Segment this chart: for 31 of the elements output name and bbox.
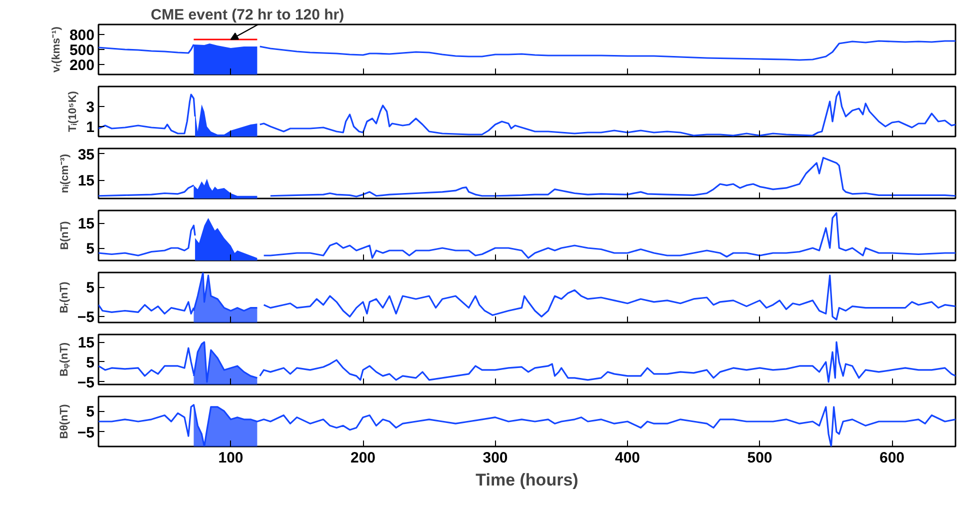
y-tick-label: −5	[77, 374, 95, 392]
x-tick-label: 100	[218, 450, 244, 466]
y-tick-label: 5	[86, 280, 94, 297]
y-axis-title: Bθ(nT)	[58, 404, 70, 439]
y-axis-title: Tᵢ(10⁵K)	[67, 90, 80, 132]
x-tick-label: 300	[482, 450, 508, 466]
x-axis-title: Time (hours)	[476, 470, 578, 490]
y-axis-title: vᵣ(kms⁻¹)	[50, 26, 62, 72]
y-tick-label: 35	[78, 146, 95, 164]
y-axis-title: Bᵩ(nT)	[58, 342, 70, 376]
annotation: CME event (72 hr to 120 hr)	[150, 6, 344, 24]
x-tick-label: 400	[615, 450, 640, 466]
y-tick-label: 800	[69, 27, 95, 44]
x-tick-label: 200	[350, 450, 376, 466]
y-tick-label: 3	[86, 99, 94, 116]
y-tick-label: −5	[77, 424, 95, 442]
y-axis-title: B(nT)	[58, 220, 71, 250]
y-tick-label: 5	[86, 404, 94, 421]
y-tick-label: 200	[69, 57, 95, 74]
y-tick-label: 1	[86, 119, 94, 136]
y-tick-label: −5	[77, 309, 95, 326]
y-tick-label: 15	[78, 216, 95, 232]
x-tick-label: 600	[880, 450, 905, 466]
y-tick-label: 5	[86, 354, 94, 372]
y-tick-label: 15	[78, 172, 95, 190]
y-axis-title: nᵢ(cm⁻³)	[58, 154, 71, 194]
y-axis-title: Bᵣ(nT)	[58, 281, 70, 314]
y-tick-label: 500	[69, 42, 95, 59]
y-tick-label: 15	[78, 334, 95, 352]
x-tick-label: 500	[747, 450, 772, 466]
y-tick-label: 5	[86, 240, 94, 258]
